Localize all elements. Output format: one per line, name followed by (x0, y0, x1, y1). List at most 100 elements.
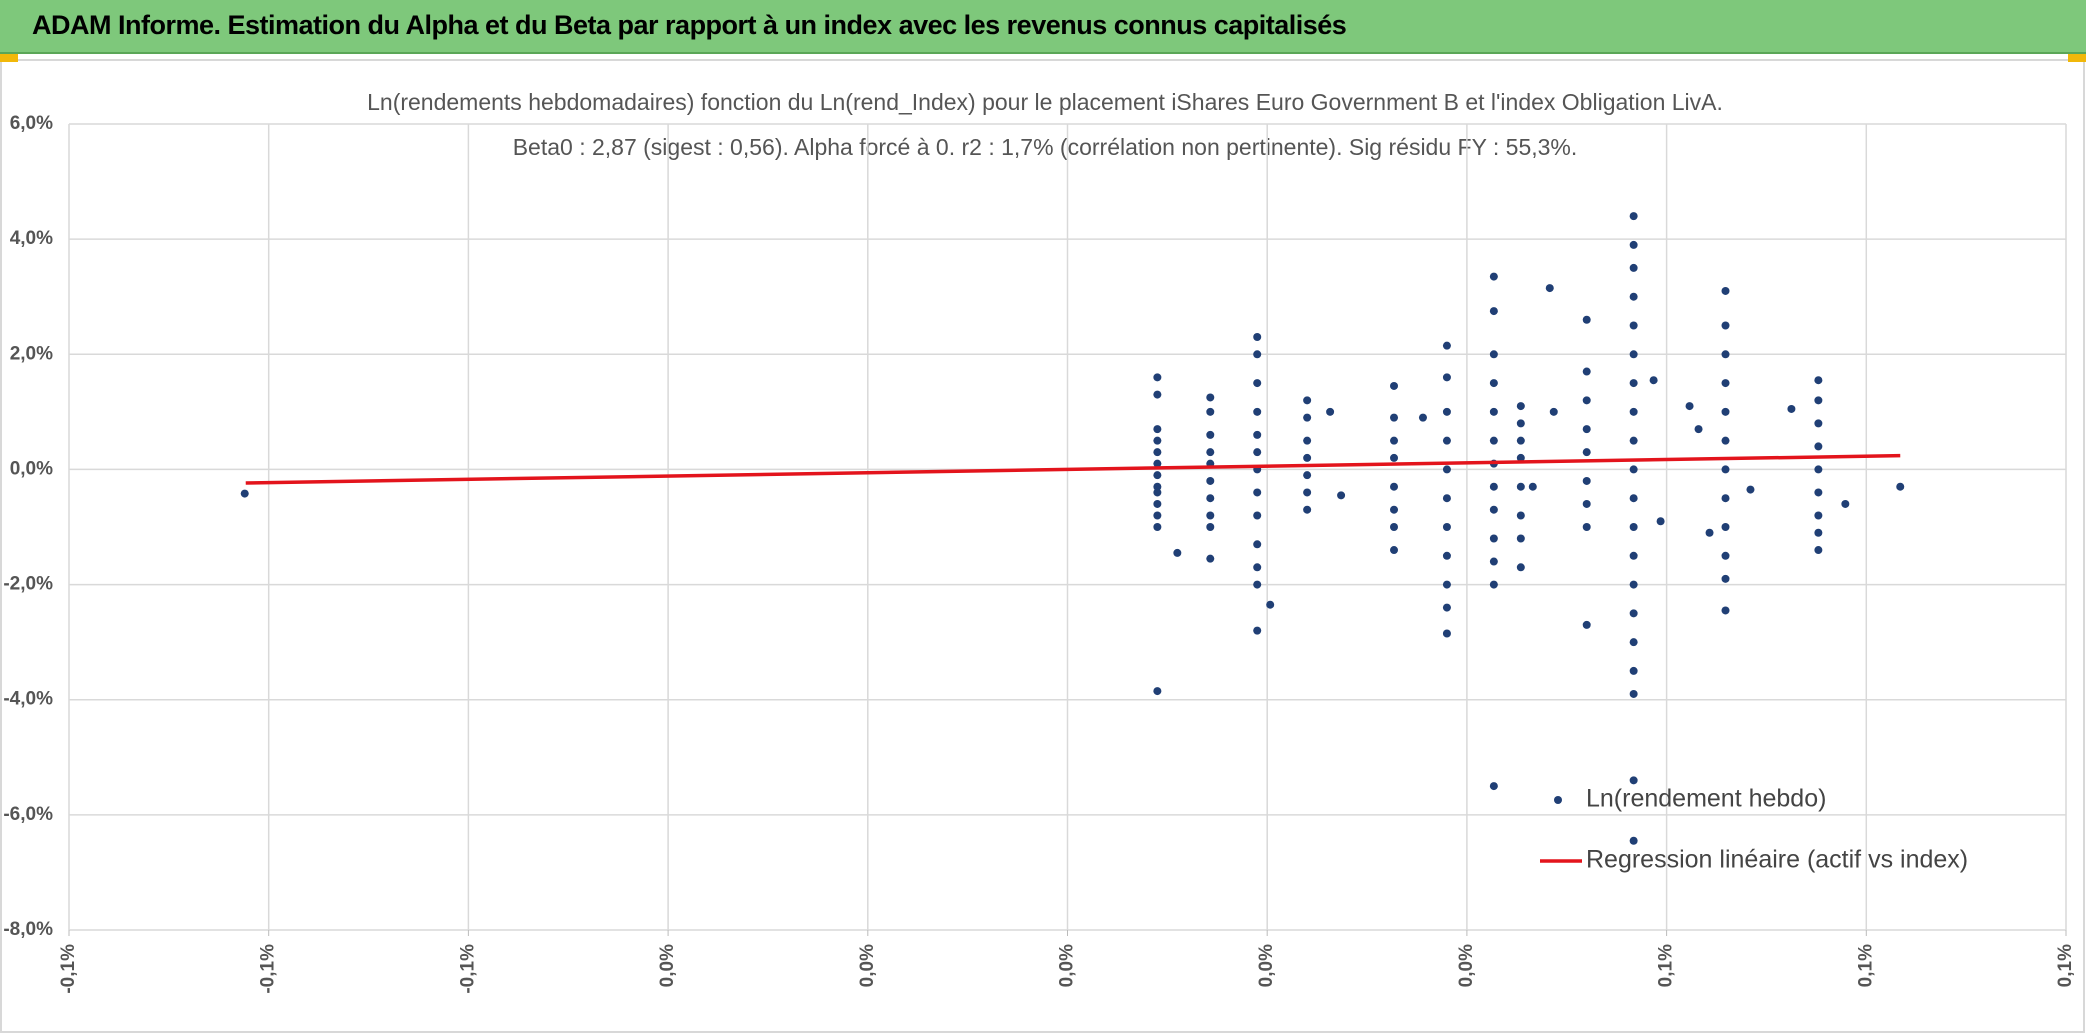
scatter-point (1390, 413, 1399, 422)
scatter-point (1814, 465, 1823, 474)
scatter-point (1582, 448, 1591, 457)
scatter-point (1814, 376, 1823, 385)
scatter-point (1582, 425, 1591, 434)
scatter-point (1153, 471, 1162, 480)
chart-title: Ln(rendements hebdomadaires) fonction du… (367, 89, 1723, 115)
scatter-point (1266, 600, 1275, 609)
scatter-point (1629, 263, 1638, 272)
chart-frame (0, 59, 2085, 1033)
scatter-point (1442, 494, 1451, 503)
scatter-point (1629, 776, 1638, 785)
scatter-point (1516, 402, 1525, 411)
scatter-point (1721, 465, 1730, 474)
x-tick-label: 0,0% (857, 944, 878, 987)
scatter-point (1629, 407, 1638, 416)
x-tick-label: -0,1% (457, 944, 478, 994)
scatter-point (1545, 284, 1554, 293)
scatter-point (1253, 350, 1262, 359)
scatter-point (1253, 430, 1262, 439)
scatter-point (1629, 350, 1638, 359)
scatter-point (1206, 393, 1215, 402)
scatter-point (1253, 488, 1262, 497)
scatter-point (1206, 494, 1215, 503)
scatter-point (1582, 499, 1591, 508)
scatter-point (1442, 373, 1451, 382)
scatter-point (1390, 546, 1399, 555)
scatter-point (1303, 396, 1312, 405)
scatter-point (1489, 407, 1498, 416)
scatter-point (1390, 453, 1399, 462)
scatter-point (1516, 419, 1525, 428)
scatter-point (1489, 307, 1498, 316)
scatter-point (1705, 528, 1714, 537)
scatter-point (1390, 523, 1399, 531)
scatter-point (1629, 212, 1638, 221)
x-tick-label: 0,0% (1256, 944, 1277, 987)
scatter-point (1629, 379, 1638, 388)
scatter-point (1153, 436, 1162, 445)
scatter-point (1814, 528, 1823, 537)
x-tick-label: -0,1% (58, 944, 79, 994)
scatter-point (1442, 523, 1451, 531)
scatter-point (1253, 563, 1262, 572)
scatter-point (1582, 315, 1591, 324)
x-tick-label: 0,0% (1057, 944, 1078, 987)
scatter-point (1206, 511, 1215, 520)
scatter-point (1253, 540, 1262, 549)
header-bar: ADAM Informe. Estimation du Alpha et du … (0, 0, 2086, 54)
scatter-point (1337, 491, 1346, 500)
scatter-point (1721, 551, 1730, 560)
scatter-point (1516, 563, 1525, 572)
scatter-point (1746, 485, 1755, 494)
scatter-point (1721, 494, 1730, 503)
scatter-point (1814, 419, 1823, 428)
scatter-point (1153, 448, 1162, 457)
scatter-point (1814, 488, 1823, 497)
scatter-point (1629, 523, 1638, 531)
scatter-point (1814, 546, 1823, 555)
scatter-point (1153, 390, 1162, 399)
x-tick-label: 0,0% (1456, 944, 1477, 987)
scatter-point (1489, 350, 1498, 359)
scatter-point (1721, 436, 1730, 445)
scatter-point (1629, 240, 1638, 249)
y-tick-label: 2,0% (10, 343, 53, 364)
scatter-point (1896, 482, 1905, 491)
scatter-point (1390, 482, 1399, 491)
scatter-point (1694, 425, 1703, 434)
scatter-point (1629, 666, 1638, 675)
scatter-point (1629, 292, 1638, 301)
scatter-point (1814, 442, 1823, 451)
scatter-point (1206, 448, 1215, 457)
scatter-point (1721, 321, 1730, 330)
scatter-point (1153, 373, 1162, 382)
scatter-point (1528, 482, 1537, 491)
scatter-point (1206, 476, 1215, 485)
scatter-point (1442, 465, 1451, 474)
scatter-point (1206, 430, 1215, 439)
scatter-point (1153, 687, 1162, 696)
x-tick-label: -0,1% (258, 944, 279, 994)
y-tick-label: 0,0% (10, 458, 53, 479)
scatter-point (1721, 574, 1730, 583)
scatter-point (1629, 551, 1638, 560)
x-tick-label: 0,1% (1656, 944, 1677, 987)
scatter-point (1253, 407, 1262, 416)
header-title: ADAM Informe. Estimation du Alpha et du … (32, 10, 1347, 40)
scatter-point (1489, 534, 1498, 543)
scatter-point (1253, 333, 1262, 342)
scatter-point (1253, 580, 1262, 589)
scatter-point (1629, 436, 1638, 445)
scatter-point (1656, 517, 1665, 526)
scatter-point (1153, 425, 1162, 434)
chart-subtitle: Beta0 : 2,87 (sigest : 0,56). Alpha forc… (513, 134, 1578, 160)
regression-line (245, 453, 1901, 485)
scatter-point (1629, 836, 1638, 845)
scatter-point (1442, 580, 1451, 589)
scatter-point (1582, 396, 1591, 405)
scatter-point (1629, 465, 1638, 474)
y-tick-label: 6,0% (10, 113, 53, 134)
y-tick-label: -2,0% (3, 574, 53, 595)
scatter-point (1814, 396, 1823, 405)
scatter-point (1489, 782, 1498, 791)
